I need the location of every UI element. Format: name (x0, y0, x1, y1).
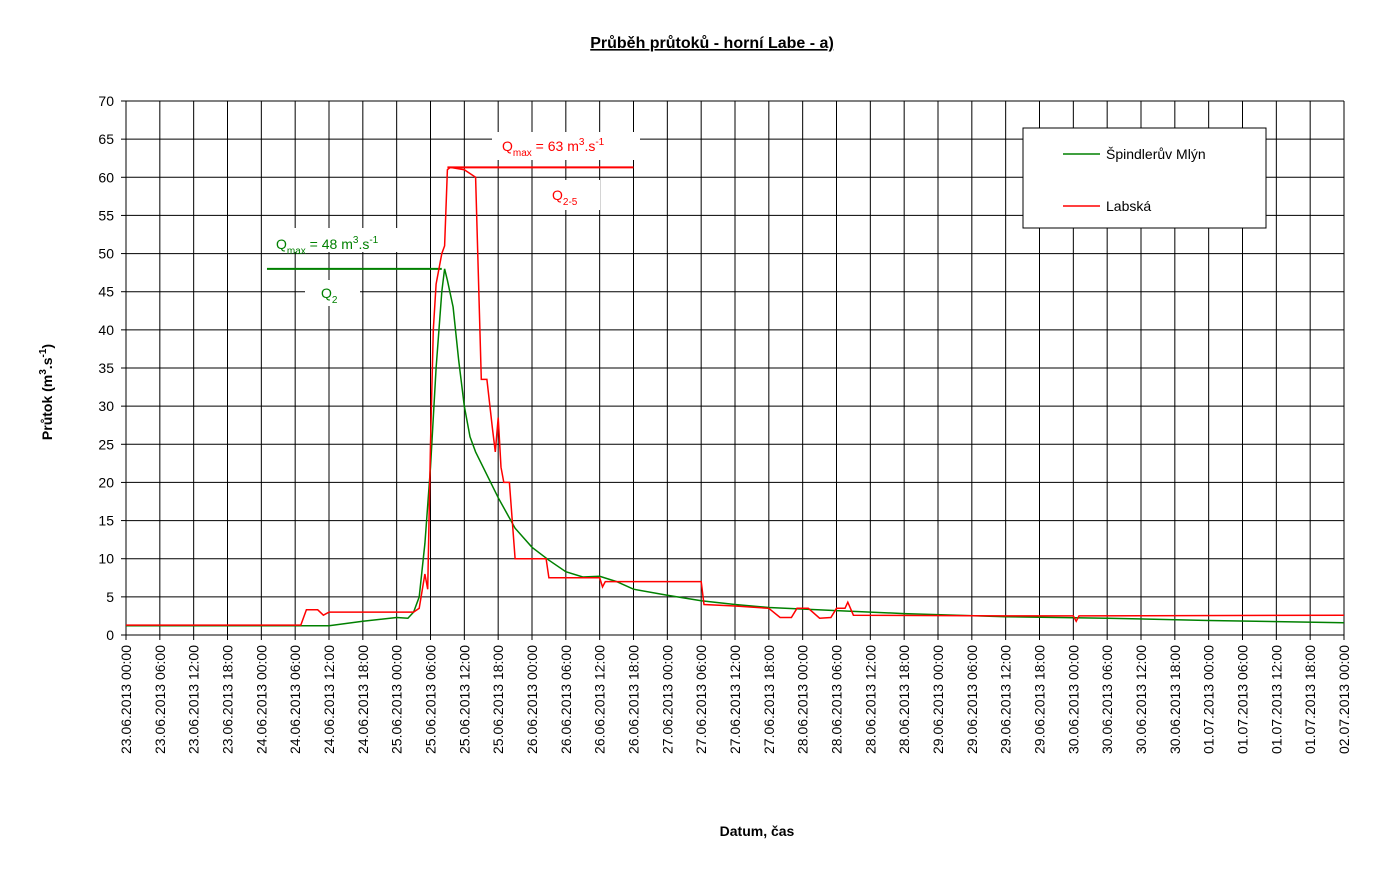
legend-label: Labská (1106, 198, 1151, 214)
annotation-part: Q (276, 236, 287, 252)
x-tick-label: 24.06.2013 12:00 (321, 645, 337, 754)
y-tick-label: 0 (106, 627, 114, 643)
y-tick-label: 25 (98, 436, 114, 452)
x-tick-label: 29.06.2013 12:00 (998, 645, 1014, 754)
x-tick-label: 01.07.2013 18:00 (1302, 645, 1318, 754)
y-tick-label: 35 (98, 360, 114, 376)
x-tick-label: 26.06.2013 00:00 (524, 645, 540, 754)
annotation: Qmax = 48 m3.s-1 (276, 235, 379, 257)
x-tick-label: 28.06.2013 18:00 (896, 645, 912, 754)
x-tick-label: 29.06.2013 18:00 (1032, 645, 1048, 754)
y-tick-label: 70 (98, 93, 114, 109)
y-tick-label: 5 (106, 589, 114, 605)
annotation-part: -1 (369, 235, 378, 246)
y-tick-label: 50 (98, 246, 114, 262)
chart-title: Průběh průtoků - horní Labe - a) (590, 35, 834, 52)
annotation-part: .s (358, 236, 369, 252)
annotation: Q2 (321, 285, 338, 306)
annotation-part: Q (321, 285, 332, 301)
annotation-part: Q (552, 187, 563, 203)
annotation-bg (492, 132, 640, 160)
y-tick-label: 65 (98, 131, 114, 147)
series-line (126, 166, 1345, 626)
y-tick-label: 60 (98, 169, 114, 185)
y-axis-title-part: .s (39, 357, 55, 369)
x-tick-label: 25.06.2013 12:00 (456, 645, 472, 754)
annotation-part: 2 (332, 295, 338, 306)
x-tick-label: 23.06.2013 18:00 (220, 645, 236, 754)
annotation-part: 3 (353, 235, 359, 246)
annotation: Qmax = 63 m3.s-1 (502, 137, 605, 159)
legend: Špindlerův Mlýn Labská (1022, 127, 1267, 229)
series-line (126, 268, 1345, 627)
x-tick-label: 26.06.2013 06:00 (558, 645, 574, 754)
annotation-part: max (287, 246, 306, 257)
annotation-bg (305, 280, 360, 306)
x-tick-label: 24.06.2013 06:00 (287, 645, 303, 754)
y-tick-label: 20 (98, 474, 114, 490)
x-axis-title: Datum, čas (720, 823, 795, 839)
y-tick-label: 10 (98, 551, 114, 567)
x-tick-label: 24.06.2013 18:00 (355, 645, 371, 754)
x-tick-label: 27.06.2013 18:00 (761, 645, 777, 754)
x-tick-label: 30.06.2013 12:00 (1133, 645, 1149, 754)
x-tick-label: 27.06.2013 06:00 (693, 645, 709, 754)
x-tick-label: 25.06.2013 00:00 (389, 645, 405, 754)
x-tick-label: 24.06.2013 00:00 (253, 645, 269, 754)
annotations: Qmax = 48 m3.s-1 Q2 Qmax = 63 m3.s-1 Q2-… (268, 132, 640, 306)
y-tick-label: 30 (98, 398, 114, 414)
x-tick-label: 23.06.2013 12:00 (186, 645, 202, 754)
y-axis-title-part: ) (39, 344, 55, 349)
x-tick-label: 27.06.2013 12:00 (727, 645, 743, 754)
y-tick-label: 45 (98, 284, 114, 300)
annotation-bg (535, 180, 600, 210)
y-tick-label: 40 (98, 322, 114, 338)
x-tick-label: 01.07.2013 06:00 (1235, 645, 1251, 754)
x-tick-label: 26.06.2013 18:00 (626, 645, 642, 754)
y-tick-label: 55 (98, 207, 114, 223)
annotation-part: = 63 m (532, 138, 579, 154)
legend-label: Špindlerův Mlýn (1106, 146, 1206, 162)
annotation-part: 2-5 (563, 197, 578, 208)
x-tick-label: 02.07.2013 00:00 (1336, 645, 1352, 754)
x-tick-label: 30.06.2013 18:00 (1167, 645, 1183, 754)
x-tick-label: 25.06.2013 18:00 (490, 645, 506, 754)
annotation-part: = 48 m (306, 236, 353, 252)
annotation-part: -1 (595, 137, 604, 148)
y-axis-title-part: -1 (38, 348, 49, 357)
x-tick-label: 29.06.2013 00:00 (930, 645, 946, 754)
x-tick-label: 23.06.2013 00:00 (118, 645, 134, 754)
x-tick-label: 27.06.2013 00:00 (659, 645, 675, 754)
annotation-bg (268, 228, 418, 252)
x-tick-label: 23.06.2013 06:00 (152, 645, 168, 754)
x-tick-label: 25.06.2013 06:00 (423, 645, 439, 754)
annotation-part: Q (502, 138, 513, 154)
x-tick-label: 30.06.2013 00:00 (1065, 645, 1081, 754)
annotation-part: max (513, 148, 532, 159)
x-tick-label: 28.06.2013 06:00 (829, 645, 845, 754)
x-tick-label: 30.06.2013 06:00 (1099, 645, 1115, 754)
x-tick-label: 29.06.2013 06:00 (964, 645, 980, 754)
annotation-part: 3 (579, 137, 585, 148)
annotation: Q2-5 (552, 187, 578, 208)
annotation-part: .s (584, 138, 595, 154)
x-tick-label: 28.06.2013 12:00 (862, 645, 878, 754)
x-tick-label: 26.06.2013 12:00 (592, 645, 608, 754)
y-tick-label: 15 (98, 513, 114, 529)
plot-area: 0 5 10 15 20 25 30 35 40 45 50 55 60 65 70 23.06.2013 0… (98, 93, 1352, 754)
x-tick-label: 01.07.2013 00:00 (1201, 645, 1217, 754)
x-tick-label: 01.07.2013 12:00 (1268, 645, 1284, 754)
y-axis-title-part: Průtok (m (39, 375, 55, 440)
legend-box (1022, 127, 1267, 229)
y-axis-title: Průtok (m3.s-1) (38, 344, 55, 440)
y-axis-title-part: 3 (38, 369, 49, 375)
x-tick-label: 28.06.2013 00:00 (795, 645, 811, 754)
